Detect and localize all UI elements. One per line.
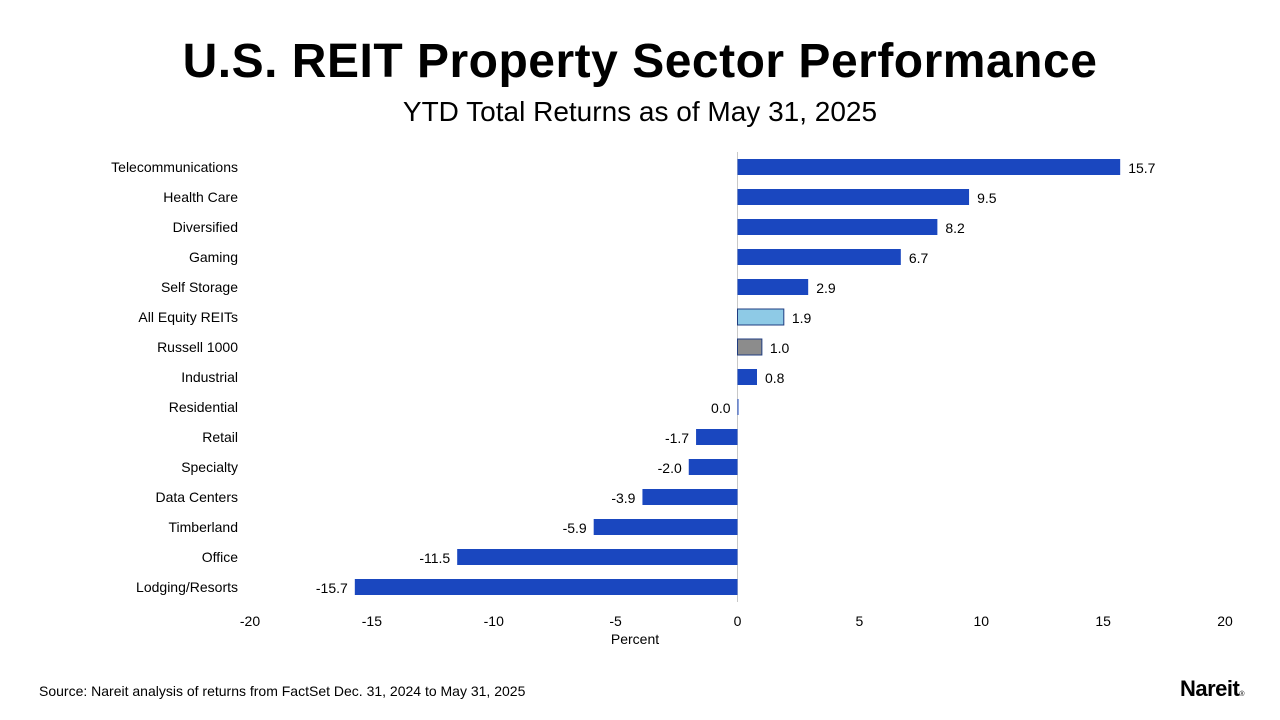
x-tick-label: 15 — [1095, 613, 1111, 629]
bar-retail — [696, 429, 738, 445]
bar-all-equity-reits — [737, 308, 785, 326]
bars-layer — [354, 159, 1121, 595]
x-tick-label: 0 — [734, 613, 742, 629]
value-label: -11.5 — [419, 550, 450, 566]
category-label: Timberland — [168, 519, 238, 535]
bar-residential — [737, 399, 739, 415]
category-label: Specialty — [181, 459, 238, 475]
bar-timberland — [593, 519, 738, 535]
category-label: Self Storage — [161, 279, 238, 295]
bar-russell-1000 — [737, 338, 763, 356]
value-label: 8.2 — [945, 220, 965, 236]
x-tick-label: -15 — [362, 613, 382, 629]
bar-industrial — [737, 369, 757, 385]
axis-layer: -20 -15 -10 -5 0 5 10 15 20 Percent — [240, 152, 1233, 647]
bar-telecommunications — [737, 159, 1121, 175]
category-label: Russell 1000 — [157, 339, 238, 355]
bar-self-storage — [737, 279, 809, 295]
category-label: Data Centers — [156, 489, 238, 505]
x-tick-label: -10 — [484, 613, 504, 629]
category-label: Retail — [202, 429, 238, 445]
chart-subtitle: YTD Total Returns as of May 31, 2025 — [402, 96, 878, 127]
category-label: All Equity REITs — [138, 309, 238, 325]
nareit-logo: Nareit® — [1180, 676, 1244, 702]
labels-layer: Telecommunications 15.7 Health Care 9.5 Dive… — [111, 159, 1155, 596]
value-label: -5.9 — [563, 520, 587, 536]
bar-gaming — [737, 249, 901, 265]
category-label: Lodging/Resorts — [136, 579, 238, 595]
category-label: Diversified — [173, 219, 238, 235]
bar-office — [457, 549, 738, 565]
value-label: 9.5 — [977, 190, 997, 206]
x-axis-title: Percent — [611, 631, 659, 647]
category-label: Residential — [169, 399, 238, 415]
category-label: Office — [202, 549, 239, 565]
value-label: 0.8 — [765, 370, 785, 386]
value-label: 0.0 — [711, 400, 731, 416]
category-label: Health Care — [163, 189, 238, 205]
value-label: 1.0 — [770, 340, 790, 356]
registered-mark: ® — [1239, 691, 1244, 698]
value-label: 2.9 — [816, 280, 836, 296]
x-tick-label: 10 — [973, 613, 989, 629]
bar-lodging-resorts — [354, 579, 738, 595]
x-tick-label: 5 — [855, 613, 863, 629]
value-label: 6.7 — [909, 250, 929, 266]
chart-title: U.S. REIT Property Sector Performance — [182, 35, 1098, 88]
category-label: Telecommunications — [111, 159, 238, 175]
bar-specialty — [688, 459, 738, 475]
value-label: 15.7 — [1128, 160, 1155, 176]
x-tick-label: 20 — [1217, 613, 1233, 629]
bar-data-centers — [642, 489, 738, 505]
value-label: 1.9 — [792, 310, 812, 326]
x-tick-label: -5 — [609, 613, 622, 629]
bar-diversified — [737, 219, 938, 235]
bar-health-care — [737, 189, 970, 205]
value-label: -15.7 — [316, 580, 348, 596]
source-note: Source: Nareit analysis of returns from … — [39, 683, 526, 699]
value-label: -2.0 — [658, 460, 682, 476]
value-label: -1.7 — [665, 430, 689, 446]
logo-text: Nareit — [1179, 676, 1240, 701]
category-label: Industrial — [181, 369, 238, 385]
value-label: -3.9 — [611, 490, 635, 506]
x-tick-label: -20 — [240, 613, 260, 629]
category-label: Gaming — [189, 249, 238, 265]
